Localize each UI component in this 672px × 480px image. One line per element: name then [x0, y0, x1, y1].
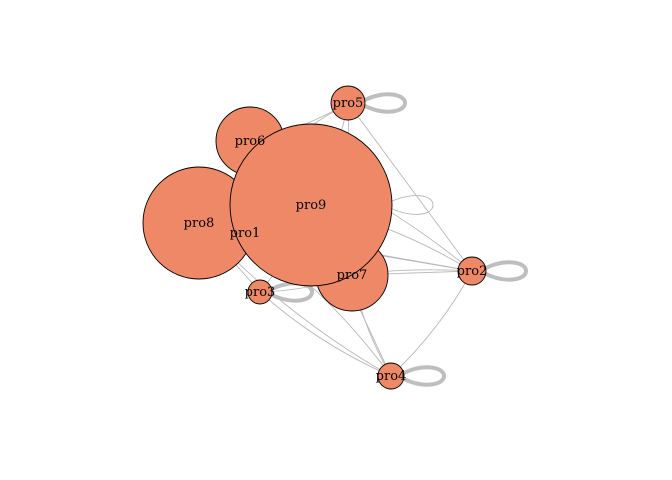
- label-layer: pro1 pro2 pro3 pro4 pro5 pro6 pro7 pro8 pro9: [184, 96, 488, 384]
- node-label-pro2: pro2: [457, 264, 488, 279]
- node-label-pro6: pro6: [235, 134, 266, 149]
- node-pro3: [247, 279, 273, 305]
- node-label-pro9: pro9: [296, 198, 327, 213]
- node-pro9: [229, 123, 393, 287]
- node-pro5: [330, 85, 366, 121]
- node-label-pro8: pro8: [184, 216, 215, 231]
- self-loop-layer: [269, 92, 529, 387]
- edge-pro3-pro4: [259, 291, 392, 377]
- self-loop-pro3: [269, 281, 315, 303]
- self-loop-pro9: [387, 195, 434, 215]
- node-pro4: [377, 362, 405, 390]
- self-loop-pro4: [401, 365, 447, 387]
- edge-pro5-pro2: [347, 102, 473, 272]
- node-label-pro3: pro3: [245, 285, 276, 300]
- node-pro2: [457, 256, 487, 286]
- node-layer: [142, 85, 487, 390]
- edge-pro4-pro2: [390, 270, 473, 377]
- self-loop-pro5: [362, 92, 408, 114]
- self-loop-pro2: [483, 260, 529, 282]
- node-label-pro5: pro5: [333, 96, 364, 111]
- node-label-pro4: pro4: [376, 369, 407, 384]
- node-label-pro1: pro1: [230, 226, 261, 241]
- node-label-pro7: pro7: [337, 268, 368, 283]
